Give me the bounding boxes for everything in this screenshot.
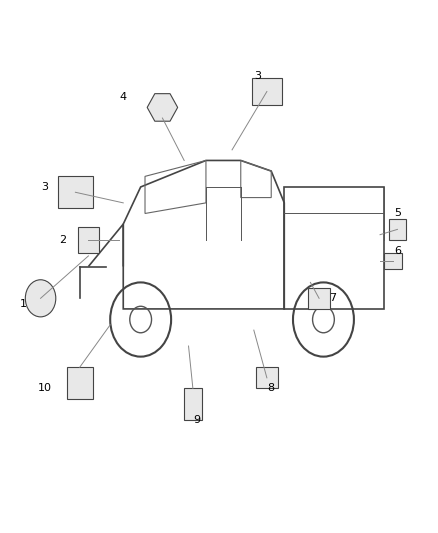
Bar (256, 367, 278, 389)
Bar (78, 227, 99, 253)
Text: 2: 2 (59, 235, 66, 245)
Text: 9: 9 (194, 415, 201, 425)
Circle shape (25, 280, 56, 317)
Bar (389, 219, 406, 240)
Polygon shape (147, 94, 178, 121)
Text: 3: 3 (254, 70, 261, 80)
Bar (385, 253, 402, 269)
Text: 7: 7 (328, 293, 336, 303)
Bar (58, 176, 93, 208)
Text: 4: 4 (120, 92, 127, 102)
Text: 6: 6 (394, 246, 401, 256)
Text: 1: 1 (20, 298, 27, 309)
Text: 5: 5 (394, 208, 401, 219)
Bar (184, 389, 201, 420)
Text: 8: 8 (268, 383, 275, 393)
Text: 10: 10 (38, 383, 52, 393)
Bar (67, 367, 93, 399)
Text: 3: 3 (42, 182, 49, 192)
Bar (308, 288, 330, 309)
Bar (252, 78, 282, 105)
